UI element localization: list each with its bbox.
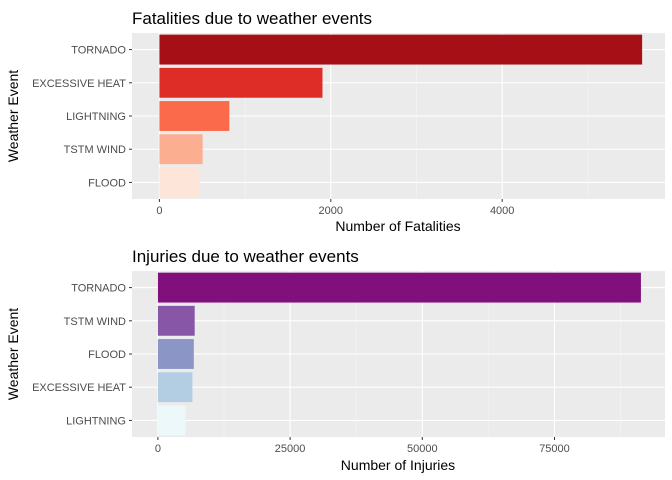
y-tick-label-lightning: LIGHTNING [66,415,126,427]
y-tick-label-tornado: TORNADO [71,45,126,57]
fatalities-ticks: TORNADO EXCESSIVE HEAT LIGHTNING TSTM WIND F… [32,45,514,217]
bar-lightning [157,405,186,436]
fatalities-bars [159,34,643,198]
bar-flood [157,339,194,369]
bar-tornado [157,272,641,303]
injuries-ticks: TORNADO TSTM WIND FLOOD EXCESSIVE HEAT LIGHT… [32,283,570,455]
fatalities-x-tick-label: 2000 [319,205,343,217]
bar-excessive-heat [159,67,323,98]
injuries-x-axis-title: Number of Injuries [341,457,455,473]
y-tick-label-tstm-wind: TSTM WIND [64,316,126,328]
fatalities-x-tick-label: 4000 [490,205,514,217]
fatalities-x-axis-title: Number of Fatalities [335,218,460,234]
y-tick-label-excessive-heat: EXCESSIVE HEAT [32,78,126,90]
injuries-x-tick-label: 0 [155,443,161,455]
y-tick-label-tstm-wind: TSTM WIND [64,144,126,156]
injuries-y-axis-title: Weather Event [5,308,21,400]
bar-excessive-heat [157,372,193,403]
fatalities-chart-title: Fatalities due to weather events [132,9,372,28]
y-tick-label-excessive-heat: EXCESSIVE HEAT [32,382,126,394]
injuries-bars [157,272,641,436]
y-tick-label-tornado: TORNADO [71,283,126,295]
fatalities-x-tick-label: 0 [156,205,162,217]
injuries-chart: Injuries due to weather events TORNADO TS… [5,247,665,473]
injuries-x-tick-label: 50000 [407,443,438,455]
y-tick-label-lightning: LIGHTNING [66,111,126,123]
bar-tstm-wind [159,134,203,165]
y-tick-label-flood: FLOOD [88,177,126,189]
injuries-x-tick-label: 25000 [275,443,306,455]
injuries-chart-title: Injuries due to weather events [132,247,359,266]
bar-lightning [159,101,230,131]
bar-flood [159,167,200,198]
injuries-x-tick-label: 75000 [539,443,570,455]
bar-tstm-wind [157,305,195,336]
fatalities-y-axis-title: Weather Event [5,70,21,162]
y-tick-label-flood: FLOOD [88,349,126,361]
bar-tornado [159,34,643,65]
fatalities-chart: Fatalities due to weather events TORNADO… [5,9,665,234]
